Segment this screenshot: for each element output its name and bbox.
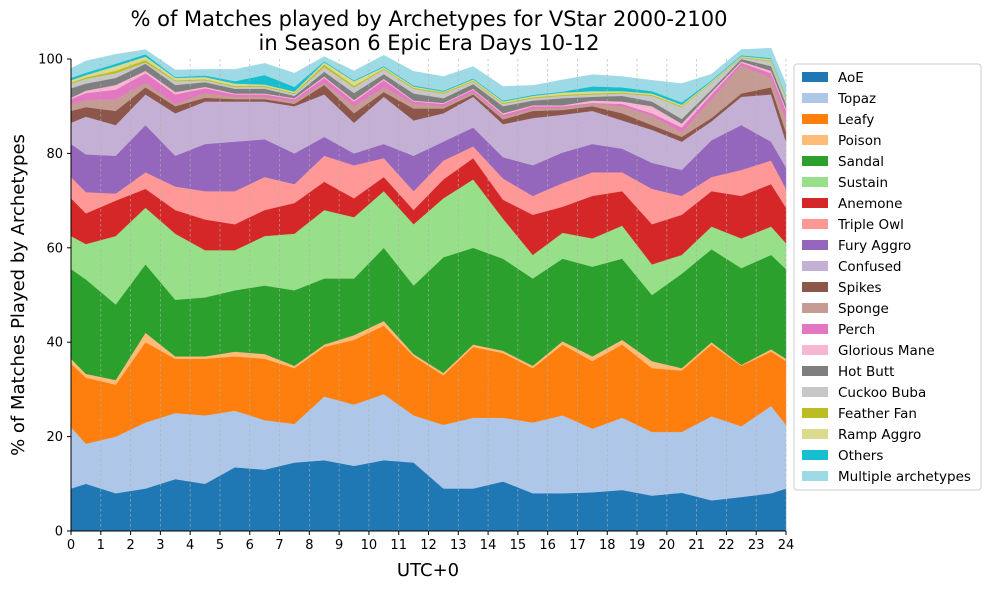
legend-label-0: AoE xyxy=(838,70,864,86)
legend-label-12: Perch xyxy=(838,322,875,338)
legend-label-3: Poison xyxy=(838,133,882,149)
x-tick-label-22: 22 xyxy=(718,538,735,553)
x-tick-label-15: 15 xyxy=(510,538,527,553)
x-tick-label-11: 11 xyxy=(390,538,407,553)
x-tick-label-21: 21 xyxy=(688,538,705,553)
legend-swatch-18 xyxy=(802,450,828,460)
x-tick-label-18: 18 xyxy=(599,538,616,553)
chart-title-line-1: % of Matches played by Archetypes for VS… xyxy=(131,7,728,31)
legend-swatch-9 xyxy=(802,261,828,271)
legend-label-4: Sandal xyxy=(838,154,884,170)
legend-label-10: Spikes xyxy=(838,280,882,296)
x-tick-label-17: 17 xyxy=(569,538,586,553)
x-tick-label-1: 1 xyxy=(97,538,105,553)
legend-label-6: Anemone xyxy=(838,196,902,212)
legend-label-2: Leafy xyxy=(838,112,874,128)
legend-swatch-3 xyxy=(802,135,828,145)
x-tick-label-9: 9 xyxy=(335,538,343,553)
legend-swatch-1 xyxy=(802,93,828,103)
legend-label-13: Glorious Mane xyxy=(838,343,935,359)
legend-label-9: Confused xyxy=(838,259,901,275)
x-tick-label-16: 16 xyxy=(539,538,556,553)
x-tick-label-7: 7 xyxy=(275,538,283,553)
x-tick-label-5: 5 xyxy=(216,538,224,553)
x-tick-label-24: 24 xyxy=(778,538,795,553)
y-tick-label-5: 100 xyxy=(38,53,63,68)
legend-swatch-5 xyxy=(802,177,828,187)
legend-label-1: Topaz xyxy=(837,91,876,107)
legend-label-14: Hot Butt xyxy=(838,364,894,380)
y-tick-label-0: 0 xyxy=(55,525,63,540)
legend-swatch-13 xyxy=(802,345,828,355)
legend-label-8: Fury Aggro xyxy=(838,238,911,254)
x-tick-label-19: 19 xyxy=(629,538,646,553)
legend-swatch-11 xyxy=(802,303,828,313)
legend-swatch-4 xyxy=(802,156,828,166)
legend-swatch-8 xyxy=(802,240,828,250)
x-tick-label-3: 3 xyxy=(156,538,164,553)
y-tick-label-4: 80 xyxy=(46,147,63,162)
legend-swatch-17 xyxy=(802,429,828,439)
legend-swatch-12 xyxy=(802,324,828,334)
chart-title-line-2: in Season 6 Epic Era Days 10-12 xyxy=(259,31,600,55)
legend-label-16: Feather Fan xyxy=(838,406,917,422)
x-tick-label-0: 0 xyxy=(67,538,75,553)
y-tick-label-2: 40 xyxy=(46,336,63,351)
y-tick-label-1: 20 xyxy=(46,430,63,445)
y-axis-label: % of Matches Played by Archetypes xyxy=(8,134,29,456)
legend: AoE Topaz Leafy Poison Sandal Sustain Anemone T… xyxy=(793,63,982,491)
legend-label-15: Cuckoo Buba xyxy=(838,385,926,401)
legend-label-18: Others xyxy=(838,448,883,464)
legend-label-5: Sustain xyxy=(838,175,888,191)
x-tick-label-10: 10 xyxy=(361,538,378,553)
legend-frame xyxy=(793,63,982,491)
legend-label-7: Triple Owl xyxy=(837,217,904,233)
x-tick-label-6: 6 xyxy=(246,538,254,553)
axes: 0 1 2 3 4 5 6 7 8 9 10 11 12 13 14 15 16 17 18 19 20 21 22 23 24… xyxy=(38,53,794,554)
x-tick-label-13: 13 xyxy=(450,538,467,553)
legend-swatch-10 xyxy=(802,282,828,292)
legend-label-11: Sponge xyxy=(838,301,889,317)
legend-swatch-0 xyxy=(802,72,828,82)
x-tick-label-12: 12 xyxy=(420,538,437,553)
y-tick-label-3: 60 xyxy=(46,241,63,256)
legend-swatch-15 xyxy=(802,387,828,397)
x-tick-label-2: 2 xyxy=(126,538,134,553)
x-axis-label: UTC+0 xyxy=(397,560,459,581)
legend-swatch-16 xyxy=(802,408,828,418)
legend-label-19: Multiple archetypes xyxy=(838,469,971,485)
legend-swatch-7 xyxy=(802,219,828,229)
legend-swatch-6 xyxy=(802,198,828,208)
x-tick-label-14: 14 xyxy=(480,538,497,553)
x-tick-label-20: 20 xyxy=(659,538,676,553)
x-tick-label-8: 8 xyxy=(305,538,313,553)
legend-swatch-2 xyxy=(802,114,828,124)
legend-swatch-14 xyxy=(802,366,828,376)
legend-swatch-19 xyxy=(802,471,828,481)
vertical-gridlines xyxy=(70,59,787,531)
legend-label-17: Ramp Aggro xyxy=(838,427,921,443)
x-tick-label-4: 4 xyxy=(186,538,194,553)
x-tick-label-23: 23 xyxy=(748,538,765,553)
